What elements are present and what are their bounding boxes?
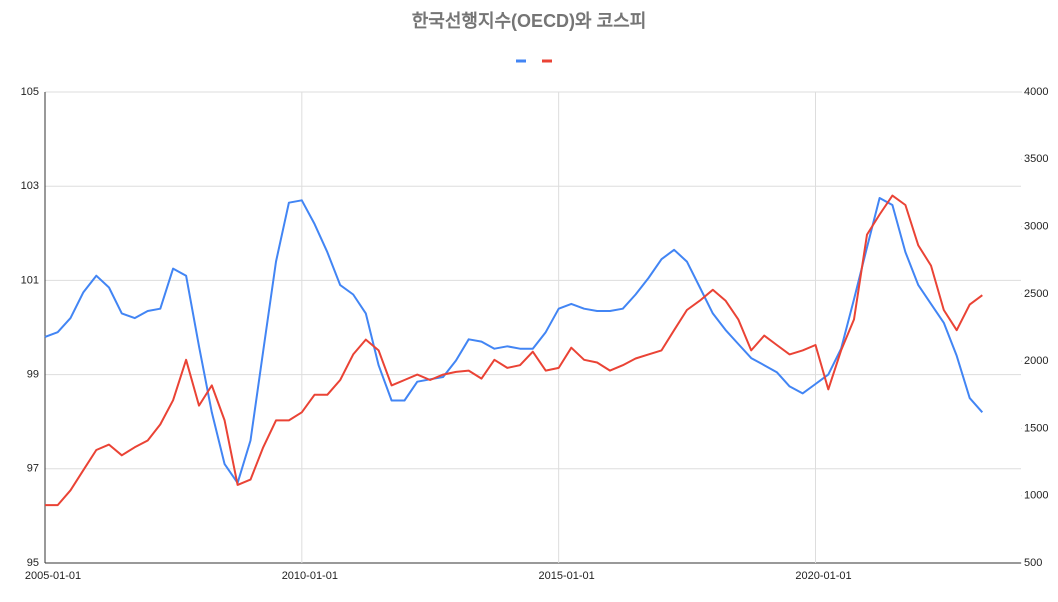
y-tick-label: 95 [27,557,39,569]
y2-tick-label: 500 [1024,557,1042,569]
x-tick-label: 2015-01-01 [539,570,595,582]
y2-tick-label: 1000 [1024,490,1048,502]
y2-tick-label: 1500 [1024,422,1048,434]
y2-tick-label: 3000 [1024,220,1048,232]
line-series [45,194,983,507]
y2-tick-label: 3500 [1024,153,1048,165]
y2-tick-label: 4000 [1024,86,1048,98]
y-tick-label: 105 [21,86,39,98]
y2-tick-label: 2000 [1024,355,1048,367]
x-tick-label: 2005-01-01 [25,570,81,582]
x-tick-label: 2010-01-01 [282,570,338,582]
y-tick-label: 103 [21,180,39,192]
y-tick-label: 101 [21,274,39,286]
y-tick-label: 99 [27,369,39,381]
y-tick-label: 97 [27,463,39,475]
y2-tick-label: 2500 [1024,288,1048,300]
x-tick-label: 2020-01-01 [795,570,851,582]
chart-title: 한국선행지수(OECD)와 코스피 [412,11,647,31]
line-series [44,197,984,484]
